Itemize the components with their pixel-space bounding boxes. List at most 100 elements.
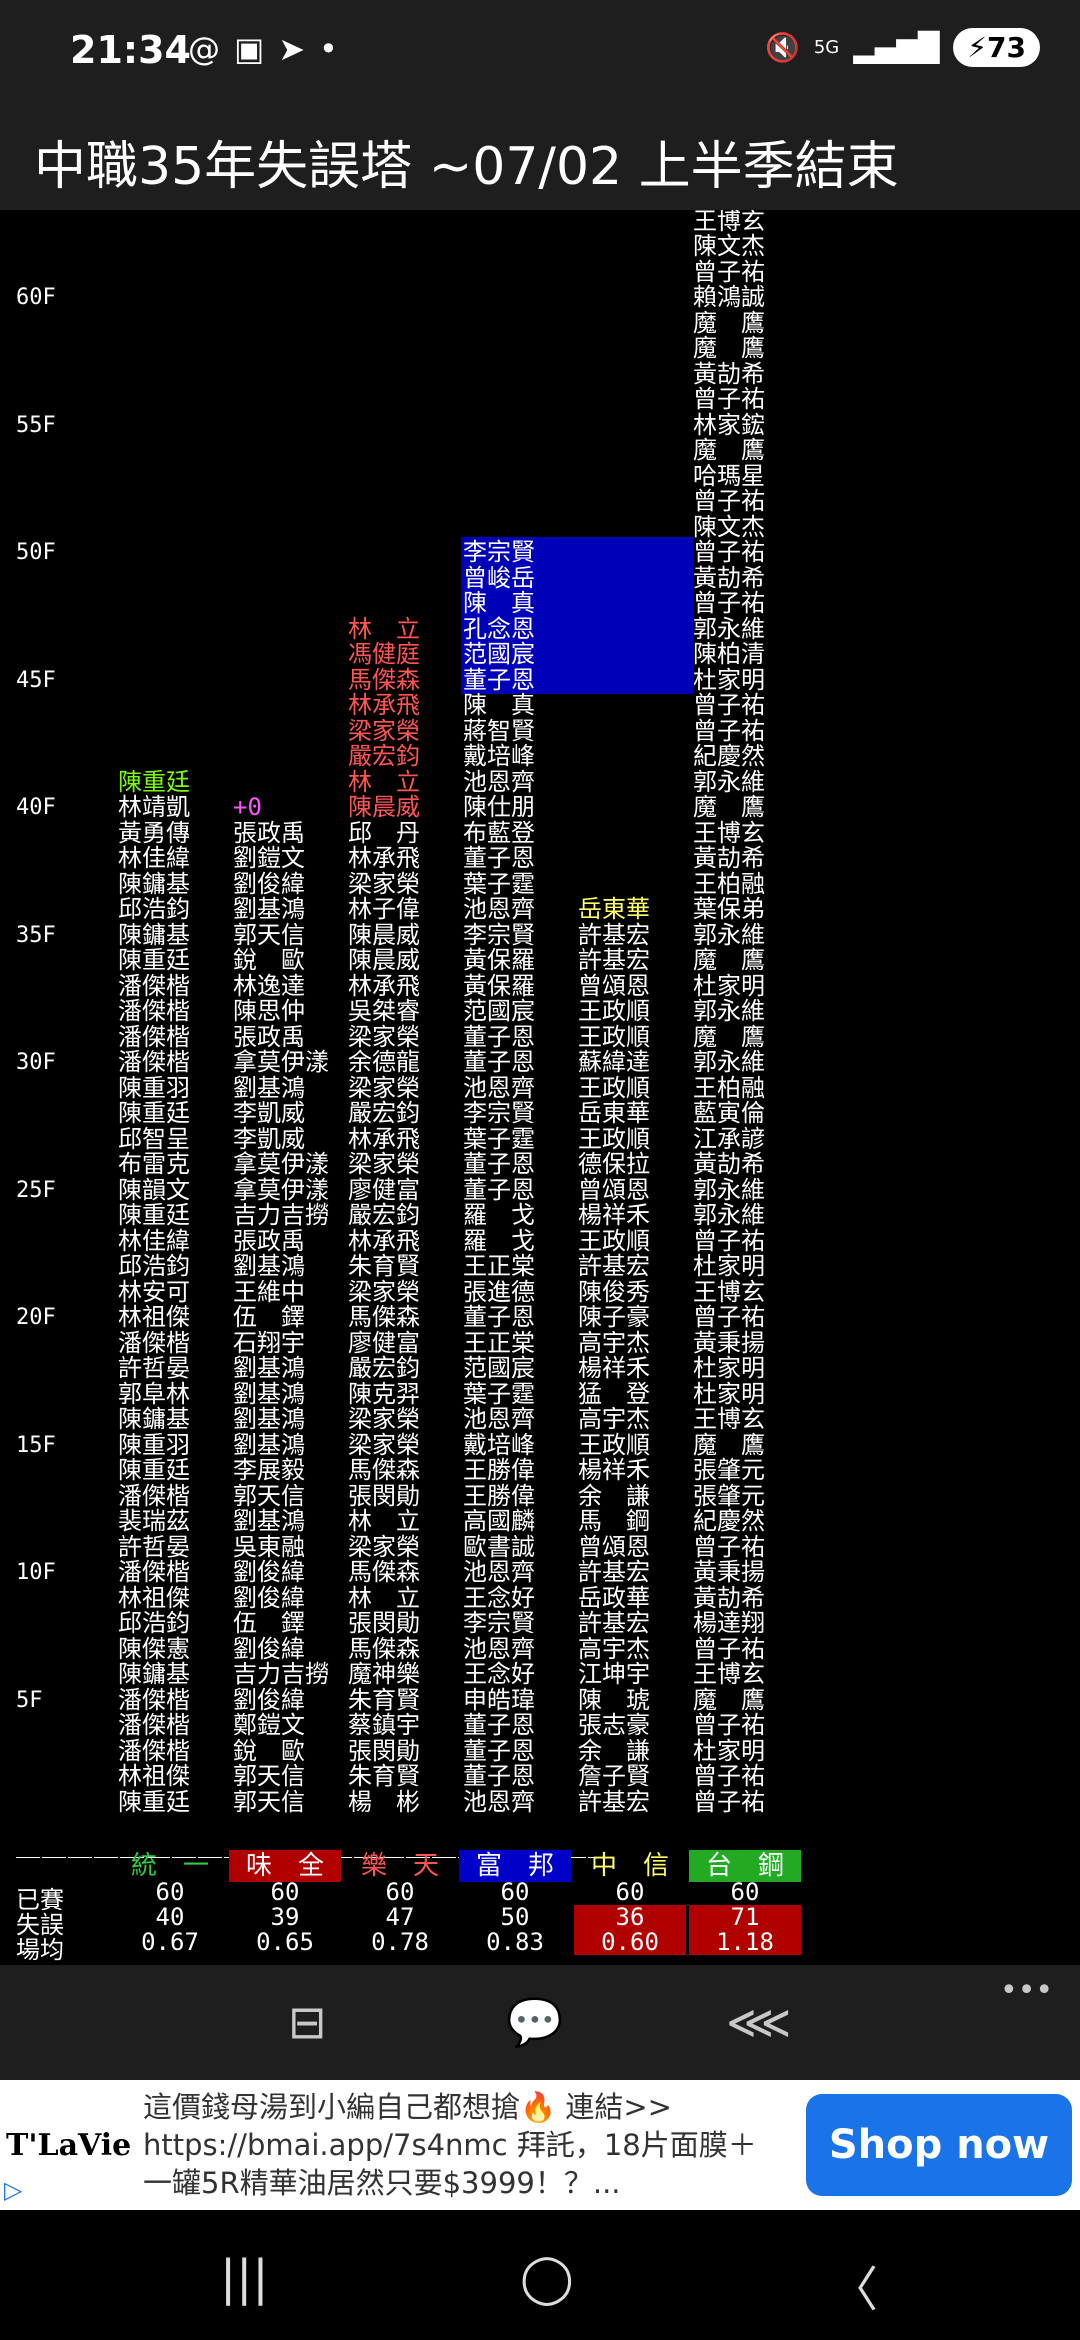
player-entry: 陳晨威 bbox=[348, 793, 420, 821]
page-title: 中職35年失誤塔 ~07/02 上半季結束 bbox=[34, 137, 899, 197]
player-entry: 郭天信 bbox=[233, 1481, 305, 1510]
player-entry: 曾頌恩 bbox=[578, 1175, 650, 1204]
player-entry: 劉俊緯 bbox=[233, 1583, 305, 1612]
status-app-icons: @▣➤• bbox=[188, 30, 352, 68]
player-entry: 魔 鷹 bbox=[693, 436, 765, 464]
player-entry: 張閔勛 bbox=[348, 1609, 420, 1637]
player-entry: 陳重廷 bbox=[118, 767, 190, 796]
player-entry: 黃保羅 bbox=[463, 971, 535, 1000]
error-tower-chart[interactable]: 60F 55F 50F 45F 40F 35F 30F 25F 20F 15F 10F 5F 陳重廷 林靖… bbox=[0, 210, 1080, 1965]
player-entry: 魔 鷹 bbox=[693, 1022, 765, 1051]
player-entry: 王博玄 bbox=[693, 210, 765, 235]
player-entry: 魔 鷹 bbox=[693, 1685, 765, 1714]
system-nav-bar: ||| ◯ 〈 bbox=[0, 2210, 1080, 2340]
floor-label: 35F bbox=[16, 922, 56, 948]
player-entry: 王政順 bbox=[578, 1073, 650, 1102]
player-entry: 朱育賢 bbox=[348, 1252, 420, 1280]
player-entry: 王柏融 bbox=[693, 869, 765, 898]
player-entry: 范國宸 bbox=[463, 640, 535, 668]
player-entry: 馬 鋼 bbox=[578, 1507, 650, 1535]
player-entry: +0 bbox=[233, 793, 262, 821]
player-entry: 陳鏞基 bbox=[118, 1660, 190, 1688]
player-entry: 王博玄 bbox=[693, 1405, 765, 1433]
player-entry: 劉基鴻 bbox=[233, 1073, 305, 1102]
player-entry: 林 立 bbox=[348, 614, 420, 643]
stat-label: 已賽 bbox=[16, 1886, 64, 1914]
floor-label: 30F bbox=[16, 1050, 56, 1075]
player-entry: 馬傑森 bbox=[348, 1303, 420, 1331]
player-entry: 張政禹 bbox=[233, 1022, 305, 1051]
gallery-list-icon[interactable]: ⊟ bbox=[288, 1995, 327, 2049]
home-icon[interactable]: ◯ bbox=[520, 2250, 574, 2306]
player-entry: 池恩齊 bbox=[463, 1634, 535, 1663]
share-icon[interactable]: ⋘ bbox=[726, 1995, 792, 2049]
floor-label: 55F bbox=[16, 412, 56, 438]
stat-value: 60 bbox=[615, 1878, 645, 1906]
stat-value: 0.60 bbox=[574, 1930, 686, 1955]
player-entry: 劉基鴻 bbox=[233, 1405, 305, 1433]
player-entry: 陳重廷 bbox=[118, 946, 190, 974]
player-entry: 李凱威 bbox=[233, 1124, 305, 1153]
player-entry: 王博玄 bbox=[693, 818, 765, 847]
player-entry: 林承飛 bbox=[348, 1226, 420, 1255]
floor-label: 10F bbox=[16, 1560, 56, 1585]
player-entry: 劉鎧文 bbox=[233, 844, 305, 872]
player-entry: 曾子祐 bbox=[693, 1634, 765, 1663]
player-entry: 曾頌恩 bbox=[578, 1532, 650, 1561]
stat-value: 0.67 bbox=[141, 1928, 199, 1956]
player-entry: 王勝偉 bbox=[463, 1456, 535, 1484]
player-entry: 吳東融 bbox=[233, 1532, 305, 1561]
ad-text[interactable]: 這價錢母湯到小編自己都想搶🔥 連結>> https://bmai.app/7s4… bbox=[143, 2090, 757, 2200]
player-entry: 許基宏 bbox=[578, 946, 650, 974]
player-entry: 陳 真 bbox=[463, 589, 535, 617]
player-entry: 銳 歐 bbox=[233, 946, 305, 974]
player-entry: 郭阜林 bbox=[118, 1379, 190, 1408]
player-entry: 郭天信 bbox=[233, 1762, 305, 1790]
player-entry: 潘傑楷 bbox=[118, 1048, 190, 1076]
stat-label: 場均 bbox=[16, 1936, 64, 1964]
player-entry: 范國宸 bbox=[463, 1354, 535, 1382]
stat-value: 71 bbox=[689, 1905, 801, 1930]
player-entry: 陳克羿 bbox=[348, 1379, 420, 1408]
player-entry: 黃劼希 bbox=[693, 1583, 765, 1612]
recents-icon[interactable]: ||| bbox=[220, 2250, 269, 2306]
player-entry: 黃劼希 bbox=[693, 563, 765, 592]
player-entry: 郭永維 bbox=[693, 614, 765, 643]
player-entry: 布雷克 bbox=[118, 1150, 190, 1178]
player-entry: 劉基鴻 bbox=[233, 895, 305, 923]
player-entry: 李凱威 bbox=[233, 1099, 305, 1127]
player-entry: 戴培峰 bbox=[463, 1430, 535, 1459]
player-entry: 池恩齊 bbox=[463, 1558, 535, 1586]
shop-now-button[interactable]: Shop now bbox=[806, 2094, 1072, 2196]
player-entry: 潘傑楷 bbox=[118, 1481, 190, 1510]
player-entry: 王正棠 bbox=[463, 1252, 535, 1280]
player-entry: 董子恩 bbox=[463, 1048, 535, 1076]
player-entry: 梁家榮 bbox=[348, 1277, 420, 1306]
player-entry: 董子恩 bbox=[463, 1711, 535, 1739]
player-entry: 曾峻岳 bbox=[463, 563, 535, 592]
player-entry: 陳鏞基 bbox=[118, 920, 190, 949]
player-entry: 猛 登 bbox=[578, 1379, 650, 1408]
ad-banner[interactable]: T'LaVie 這價錢母湯到小編自己都想搶🔥 連結>> https://bmai… bbox=[0, 2080, 1080, 2210]
player-entry: 江坤宇 bbox=[578, 1660, 650, 1688]
player-entry: 紀慶然 bbox=[693, 1507, 765, 1535]
player-entry: 羅 戈 bbox=[463, 1226, 535, 1255]
player-entry: 林承飛 bbox=[348, 844, 420, 872]
back-icon[interactable]: 〈 bbox=[830, 2262, 879, 2318]
player-entry: 陳鏞基 bbox=[118, 869, 190, 898]
player-entry: 郭永維 bbox=[693, 1201, 765, 1229]
player-entry: 吉力吉撈 bbox=[233, 1660, 329, 1688]
player-entry: 岳東華 bbox=[578, 895, 650, 923]
player-entry: 林家鋐 bbox=[693, 410, 765, 439]
player-entry: 陳重廷 bbox=[118, 1787, 190, 1816]
team-header: 富 邦 bbox=[459, 1850, 571, 1882]
player-entry: 曾子祐 bbox=[693, 716, 765, 745]
ad-choices-icon[interactable]: ▷ bbox=[4, 2176, 23, 2204]
player-entry: 郭天信 bbox=[233, 920, 305, 949]
comment-icon[interactable]: 💬 bbox=[506, 1995, 564, 2049]
more-icon[interactable]: ••• bbox=[1000, 1973, 1054, 2008]
player-entry: 劉俊緯 bbox=[233, 1634, 305, 1663]
player-entry: 楊 彬 bbox=[348, 1787, 420, 1816]
player-entry: 陳傑憲 bbox=[118, 1634, 190, 1663]
stat-value: 0.65 bbox=[256, 1928, 314, 1956]
